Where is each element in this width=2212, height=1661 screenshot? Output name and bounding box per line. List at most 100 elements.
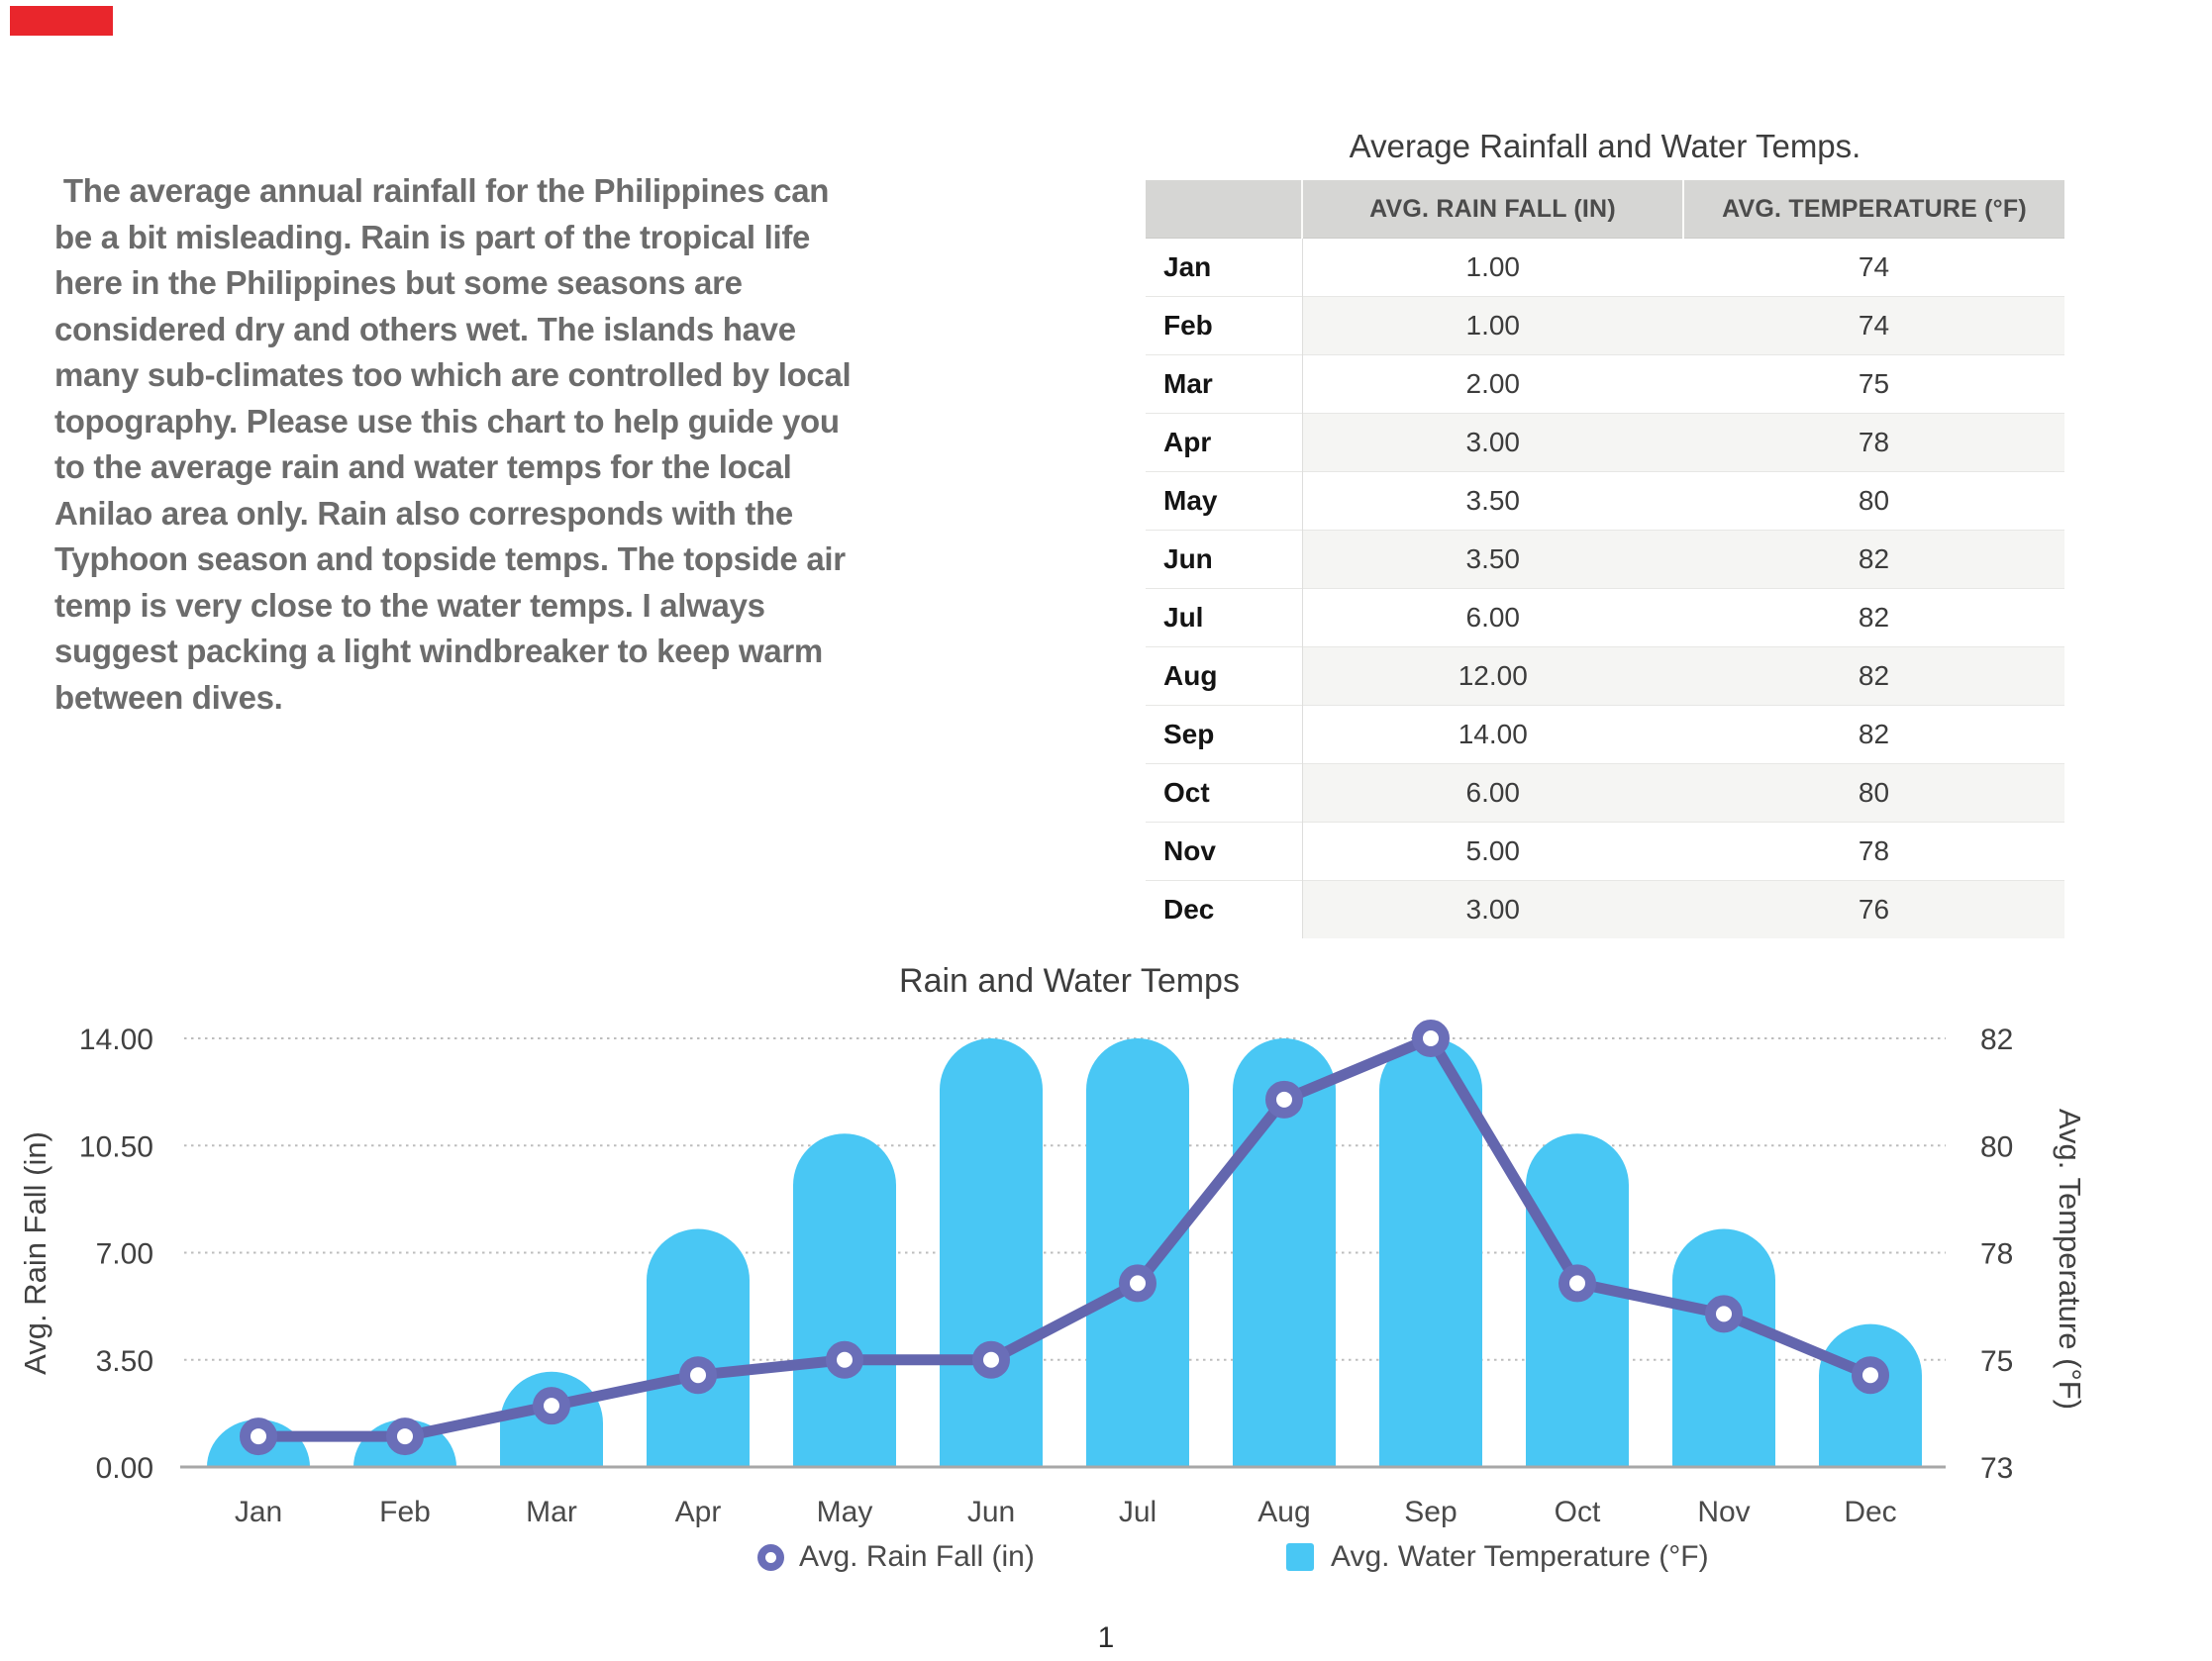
x-axis-label: Aug xyxy=(1257,1496,1310,1528)
table-row: Mar 2.00 75 xyxy=(1146,354,2064,414)
x-axis-label: Feb xyxy=(379,1496,431,1528)
left-axis-tick: 0.00 xyxy=(96,1452,153,1485)
table-title: Average Rainfall and Water Temps. xyxy=(1349,128,1861,164)
temperature-bar xyxy=(1233,1038,1336,1467)
cell-month: May xyxy=(1146,471,1303,531)
cell-month: Aug xyxy=(1146,646,1303,706)
cell-rain: 3.50 xyxy=(1302,530,1683,589)
rainfall-line-layer xyxy=(240,1020,1889,1456)
cell-temp: 82 xyxy=(1683,530,2064,589)
table-header-row: AVG. RAIN FALL (IN) AVG. TEMPERATURE (°F… xyxy=(1146,180,2064,239)
cell-temp: 82 xyxy=(1683,646,2064,706)
temperature-bar xyxy=(940,1038,1043,1467)
left-axis-tick: 7.00 xyxy=(96,1238,153,1271)
left-axis-tick: 10.50 xyxy=(79,1130,153,1163)
rain-water-temps-chart: Jan Feb Mar Apr May Jun Jul Aug Sep Oct Nov Dec 14.… xyxy=(18,962,2087,1528)
chart-gridlines xyxy=(184,1037,1946,1361)
cell-month: Mar xyxy=(1146,354,1303,414)
page-number: 1 xyxy=(1097,1621,1115,1654)
table-row: Nov 5.00 78 xyxy=(1146,822,2064,881)
rainfall-marker xyxy=(972,1340,1010,1379)
x-axis-label: Sep xyxy=(1404,1496,1457,1528)
temperature-bar xyxy=(1672,1228,1775,1467)
cell-temp: 75 xyxy=(1683,354,2064,414)
cell-rain: 3.50 xyxy=(1302,471,1683,531)
intro-paragraph: The average annual rainfall for the Phil… xyxy=(54,172,852,716)
legend-item-water-temperature: Avg. Water Temperature (°F) xyxy=(1286,1537,1709,1577)
rainfall-marker xyxy=(1852,1356,1889,1395)
cell-month: Dec xyxy=(1146,880,1303,938)
legend-label-water-temperature: Avg. Water Temperature (°F) xyxy=(1331,1540,1709,1573)
cell-temp: 80 xyxy=(1683,471,2064,531)
left-axis-tick-labels: 14.00 10.50 7.00 3.50 0.00 xyxy=(79,1024,153,1485)
rainfall-marker xyxy=(1265,1080,1303,1119)
x-axis-label: Jun xyxy=(967,1496,1015,1528)
table-row: Apr 3.00 78 xyxy=(1146,413,2064,472)
x-axis-label: Jul xyxy=(1119,1496,1156,1528)
right-axis-tick-labels: 82 80 78 75 73 xyxy=(1980,1024,2013,1485)
cell-month: Sep xyxy=(1146,705,1303,764)
rainfall-marker xyxy=(1705,1295,1743,1333)
cell-month: Nov xyxy=(1146,822,1303,881)
cell-rain: 14.00 xyxy=(1302,705,1683,764)
right-axis-tick: 80 xyxy=(1980,1130,2013,1163)
cell-temp: 76 xyxy=(1683,880,2064,938)
rainfall-marker xyxy=(1412,1020,1450,1057)
rainfall-table: AVG. RAIN FALL (IN) AVG. TEMPERATURE (°F… xyxy=(1146,180,2064,938)
cell-month: Jun xyxy=(1146,530,1303,589)
right-axis-title: Avg. Temperature (°F) xyxy=(2053,1109,2087,1410)
chart-title: Rain and Water Temps xyxy=(899,962,1240,1000)
temperature-bar xyxy=(1086,1038,1189,1467)
cell-rain: 3.00 xyxy=(1302,413,1683,472)
rainfall-marker xyxy=(826,1340,863,1379)
table-row: Jul 6.00 82 xyxy=(1146,588,2064,647)
x-axis-label: Mar xyxy=(526,1496,577,1528)
bar-swatch-icon xyxy=(1286,1543,1314,1571)
rainfall-marker xyxy=(679,1356,717,1395)
table-header-blank xyxy=(1146,180,1302,239)
cell-rain: 3.00 xyxy=(1302,880,1683,938)
x-axis-label: May xyxy=(817,1496,873,1528)
rainfall-marker xyxy=(533,1387,570,1425)
right-axis-tick: 82 xyxy=(1980,1024,2013,1056)
cell-rain: 5.00 xyxy=(1302,822,1683,881)
cell-rain: 1.00 xyxy=(1465,251,1521,282)
left-axis-title: Avg. Rain Fall (in) xyxy=(18,1131,52,1375)
rainfall-marker xyxy=(240,1417,277,1456)
table-row: Feb 1.00 74 xyxy=(1146,296,2064,355)
x-axis-label: Nov xyxy=(1697,1496,1750,1528)
x-axis-label: Oct xyxy=(1555,1496,1601,1528)
table-row: Jun 3.50 82 xyxy=(1146,530,2064,589)
left-axis-tick: 14.00 xyxy=(79,1024,153,1056)
rainfall-marker xyxy=(386,1417,424,1456)
rainfall-table-section: Average Rainfall and Water Temps. AVG. R… xyxy=(1146,127,2064,938)
x-axis-label: Dec xyxy=(1844,1496,1896,1528)
rainfall-marker xyxy=(1558,1264,1596,1303)
right-axis-tick: 75 xyxy=(1980,1345,2013,1378)
cell-temp: 82 xyxy=(1683,588,2064,647)
red-redaction-bar xyxy=(10,6,113,36)
temperature-bar xyxy=(1819,1323,1922,1467)
cell-temp: 74 xyxy=(1683,296,2064,355)
rainfall-line xyxy=(252,1032,1876,1442)
table-row: Sep 14.00 82 xyxy=(1146,705,2064,764)
temperature-bar xyxy=(1379,1038,1482,1467)
cell-rain: 6.00 xyxy=(1302,588,1683,647)
left-axis-tick: 3.50 xyxy=(96,1345,153,1378)
table-row: Dec 3.00 76 xyxy=(1146,880,2064,938)
cell-rain: 6.00 xyxy=(1302,763,1683,823)
table-row: Oct 6.00 80 xyxy=(1146,763,2064,823)
cell-temp: 80 xyxy=(1683,763,2064,823)
right-axis-tick: 78 xyxy=(1980,1238,2013,1271)
cell-month: Apr xyxy=(1146,413,1303,472)
cell-temp: 74 xyxy=(1858,251,1890,282)
rainfall-marker xyxy=(1119,1264,1156,1303)
line-marker-icon xyxy=(757,1543,784,1571)
cell-month: Jan xyxy=(1146,238,1303,297)
right-axis-tick: 73 xyxy=(1980,1452,2013,1485)
legend-label-rainfall: Avg. Rain Fall (in) xyxy=(799,1540,1035,1573)
table-row: Jan 1.00 74 xyxy=(1146,238,2064,297)
cell-month: Feb xyxy=(1146,296,1303,355)
cell-temp: 78 xyxy=(1683,413,2064,472)
temperature-bar xyxy=(647,1228,750,1467)
